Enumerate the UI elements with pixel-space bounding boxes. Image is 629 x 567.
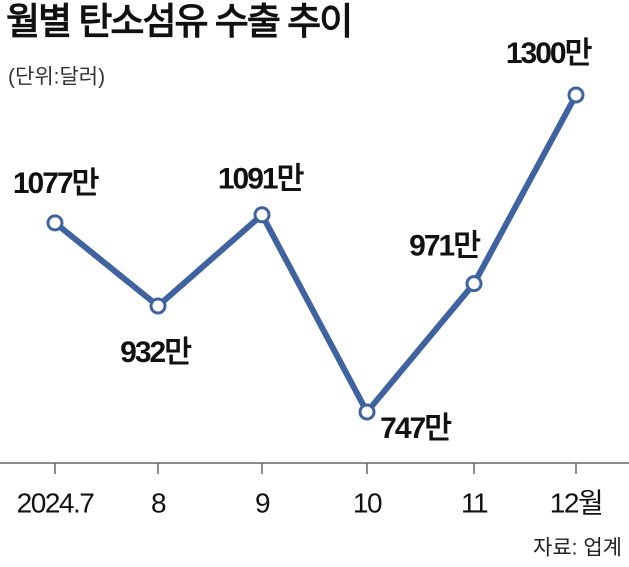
x-tick-label: 11 xyxy=(461,487,488,518)
point xyxy=(465,275,483,293)
x-tick-label: 2024.7 xyxy=(17,487,95,518)
point xyxy=(358,403,376,421)
value-label: 1091만 xyxy=(218,163,305,196)
value-label: 1300만 xyxy=(506,37,593,70)
x-tick-label: 9 xyxy=(255,487,270,518)
chart-title: 월별 탄소섬유 수출 추이 xyxy=(6,1,351,42)
value-label: 971만 xyxy=(409,230,481,263)
point xyxy=(149,297,167,315)
source: 자료: 업계 xyxy=(533,537,622,560)
value-label: 932만 xyxy=(120,336,192,369)
x-tick-label: 8 xyxy=(151,487,166,518)
chart-subtitle: (단위:달러) xyxy=(8,66,105,89)
value-label: 747만 xyxy=(380,412,452,445)
line xyxy=(53,93,579,415)
value-label: 1077만 xyxy=(13,167,100,200)
point xyxy=(253,206,271,224)
x-tick-label: 10 xyxy=(353,487,382,518)
point xyxy=(567,86,585,104)
point xyxy=(46,214,64,232)
x-tick-label: 12월 xyxy=(550,487,602,518)
